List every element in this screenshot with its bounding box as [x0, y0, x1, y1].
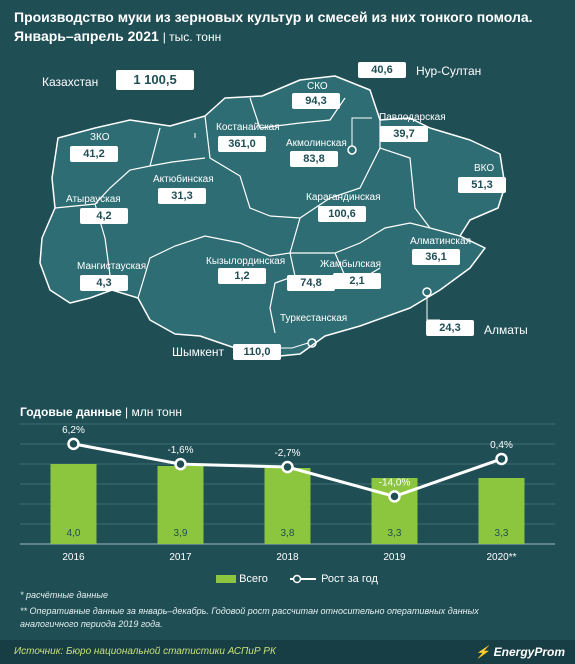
footer-bar	[0, 640, 575, 664]
growth-label-2017: -1,6%	[167, 445, 193, 456]
growth-point-2017	[174, 457, 187, 471]
bar-2016	[50, 464, 97, 544]
bar-label-2019: 3,3	[388, 528, 402, 539]
growth-label-2020**: 0,4%	[490, 440, 513, 451]
region-label-sko: СКО	[307, 81, 328, 92]
city-value-almaty: 24,3	[426, 320, 474, 336]
legend-line: Рост за год	[288, 573, 378, 585]
growth-point-2020**	[495, 452, 508, 466]
city-label-almaty: Алматы	[484, 323, 528, 337]
region-label-pavlodar: Павлодарская	[379, 112, 446, 123]
brand-logo: ⚡ EnergyProm	[475, 645, 565, 659]
bar-2018	[264, 468, 311, 544]
region-value-atyrau: 4,2	[80, 208, 128, 224]
bar-2019	[371, 478, 418, 544]
region-value-akmola: 83,8	[290, 151, 338, 167]
legend-line-swatch	[290, 574, 316, 584]
city-label-nur-sultan: Нур-Султан	[416, 64, 482, 78]
region-value-zko: 41,2	[70, 146, 118, 162]
region-label-kyzylorda: Кызылординская	[206, 256, 286, 267]
region-value-kostanay: 361,0	[218, 136, 266, 152]
tick-label-2018: 2018	[276, 552, 299, 563]
region-value-zhambyl: 2,1	[333, 273, 381, 289]
page-title: Производство муки из зерновых культур и …	[14, 8, 533, 47]
bar-label-2016: 4,0	[67, 528, 81, 539]
chart-title: Годовые данные | млн тонн	[20, 405, 182, 419]
region-label-zko: ЗКО	[90, 132, 110, 143]
growth-point-2016	[67, 437, 80, 451]
tick-label-2019: 2019	[383, 552, 406, 563]
brand-icon: ⚡	[475, 645, 491, 659]
region-value-kyzylorda: 1,2	[218, 268, 266, 284]
note-3: аналогичного периода 2019 года.	[20, 619, 163, 629]
city-value-shymkent: 110,0	[233, 344, 281, 360]
region-label-akmola: Акмолинская	[286, 138, 347, 149]
country-value: 1 100,5	[116, 70, 194, 90]
region-value-aktobe: 31,3	[158, 188, 206, 204]
region-label-kostanay: Костанайская	[216, 122, 280, 133]
region-label-turkestan: Туркестанская	[280, 313, 348, 324]
region-value-turkestan: 74,8	[287, 275, 335, 291]
region-label-karaganda: Карагандинская	[306, 192, 381, 203]
region-value-almaty-region: 36,1	[412, 249, 460, 265]
bar-label-2017: 3,9	[174, 528, 188, 539]
legend-bar: Всего	[216, 573, 268, 585]
legend-line-label: Рост за год	[321, 573, 378, 585]
region-value-karaganda: 100,6	[318, 206, 366, 222]
growth-label-2019: -14,0%	[379, 477, 411, 488]
source-text: Источник: Бюро национальной статистики А…	[14, 646, 276, 657]
chart-unit: | млн тонн	[125, 405, 182, 419]
brand-name: EnergyProm	[493, 645, 565, 659]
map-outline	[39, 75, 506, 359]
growth-point-2019	[388, 490, 401, 503]
region-value-mangistau: 4,3	[80, 275, 128, 291]
tick-label-2016: 2016	[62, 552, 85, 563]
region-value-sko: 94,3	[292, 93, 340, 109]
tick-label-2017: 2017	[169, 552, 192, 563]
legend-bar-label: Всего	[239, 573, 268, 585]
tick-label-2020**: 2020**	[486, 552, 516, 563]
title-line-1: Производство муки из зерновых культур и …	[14, 9, 533, 25]
growth-label-2018: -2,7%	[274, 448, 300, 459]
bar-2017	[157, 466, 204, 544]
country-label: Казахстан	[42, 75, 99, 89]
region-value-pavlodar: 39,7	[380, 126, 428, 142]
region-label-atyrau: Атырауская	[66, 194, 121, 205]
region-value-vko: 51,3	[458, 177, 506, 193]
title-period: Январь–апрель 2021	[14, 28, 159, 44]
title-unit: | тыс. тонн	[162, 30, 222, 44]
city-value-nur-sultan: 40,6	[358, 62, 406, 78]
region-label-vko: ВКО	[474, 163, 495, 174]
chart-title-text: Годовые данные	[20, 405, 122, 419]
bar-label-2018: 3,8	[281, 528, 295, 539]
city-label-shymkent: Шымкент	[172, 345, 225, 359]
title-line-2: Январь–апрель 2021 | тыс. тонн	[14, 27, 533, 47]
growth-label-2016: 6,2%	[62, 425, 85, 436]
region-label-aktobe: Актюбинская	[153, 174, 214, 185]
growth-point-2018	[281, 460, 294, 474]
note-1: * расчётные данные	[20, 590, 108, 600]
legend-bar-swatch	[216, 575, 236, 584]
region-label-mangistau: Мангистауская	[77, 261, 147, 272]
note-2: ** Оперативные данные за январь–декабрь.…	[20, 606, 479, 616]
region-label-almaty-region: Алматинская	[410, 236, 471, 247]
region-label-zhambyl: Жамбылская	[320, 259, 381, 270]
annual-chart: 4,0 2016 3,9 2017 3,8 2018 3,3 2019 3,3 2020** 6,2…	[20, 423, 555, 563]
bar-2020**	[478, 478, 525, 544]
bar-label-2020**: 3,3	[495, 528, 509, 539]
